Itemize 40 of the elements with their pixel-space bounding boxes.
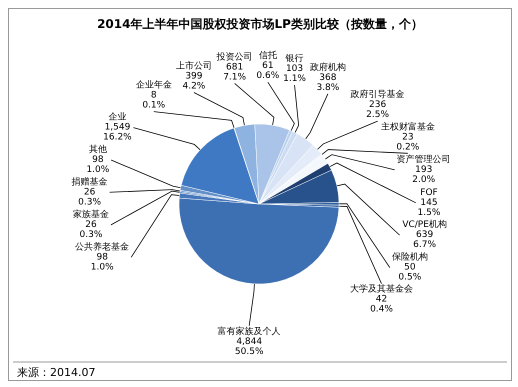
data-label: 26 0.3% [80, 220, 103, 240]
slice-label: 公共养老基金 [75, 241, 130, 252]
slice-label: 资产管理公司 [396, 154, 451, 165]
data-label: 368 3.8% [316, 72, 340, 93]
slice-label: 富有家族及个人 [218, 326, 281, 337]
data-label: 8 0.1% [142, 90, 166, 111]
slice-label: 主权财富基金 [380, 121, 435, 132]
slice-label: 大学及其基金会 [350, 284, 414, 295]
slice-label: 政府机构 [310, 62, 346, 73]
slice-label: 政府引导基金 [350, 89, 405, 100]
source-note: 来源：2014.07 [17, 366, 96, 379]
slice-label: 保险机构 [392, 252, 428, 263]
data-label: 23 0.2% [396, 132, 420, 152]
data-label: 50 0.5% [398, 262, 422, 283]
slice-label: 其他 [88, 144, 107, 155]
slice-label: 信托 [258, 50, 277, 62]
slice-label: 上市公司 [176, 60, 212, 72]
data-label: 193 2.0% [412, 164, 436, 185]
data-label: 26 0.3% [78, 187, 102, 208]
slice-label: FOF [420, 188, 438, 198]
data-label: 4,844 50.5% [234, 336, 264, 357]
data-label: 98 1.0% [90, 252, 114, 272]
data-label: 639 6.7% [413, 230, 436, 250]
data-label: 236 2.5% [366, 100, 390, 120]
slice-label: 家族基金 [72, 208, 109, 220]
slice-label: VC/PE机构 [402, 219, 447, 230]
data-label: 42 0.4% [370, 294, 394, 315]
data-label: 61 0.6% [256, 61, 280, 82]
data-label: 98 1.0% [86, 154, 110, 175]
chart-title: 2014年上半年中国股权投资市场LP类别比较（按数量，个） [97, 17, 423, 31]
slice-label: 捐赠基金 [72, 176, 108, 188]
data-label: 103 1.1% [283, 64, 306, 84]
slice-label: 投资公司 [216, 51, 253, 62]
data-label: 681 7.1% [223, 62, 247, 82]
data-label: 399 4.2% [182, 72, 206, 92]
data-label: 1,549 16.2% [103, 122, 132, 143]
data-label: 145 1.5% [418, 198, 441, 218]
slice-label: 企业 [108, 112, 126, 123]
slice-label: 银行 [284, 53, 304, 64]
slice-label: 企业年金 [136, 80, 172, 91]
